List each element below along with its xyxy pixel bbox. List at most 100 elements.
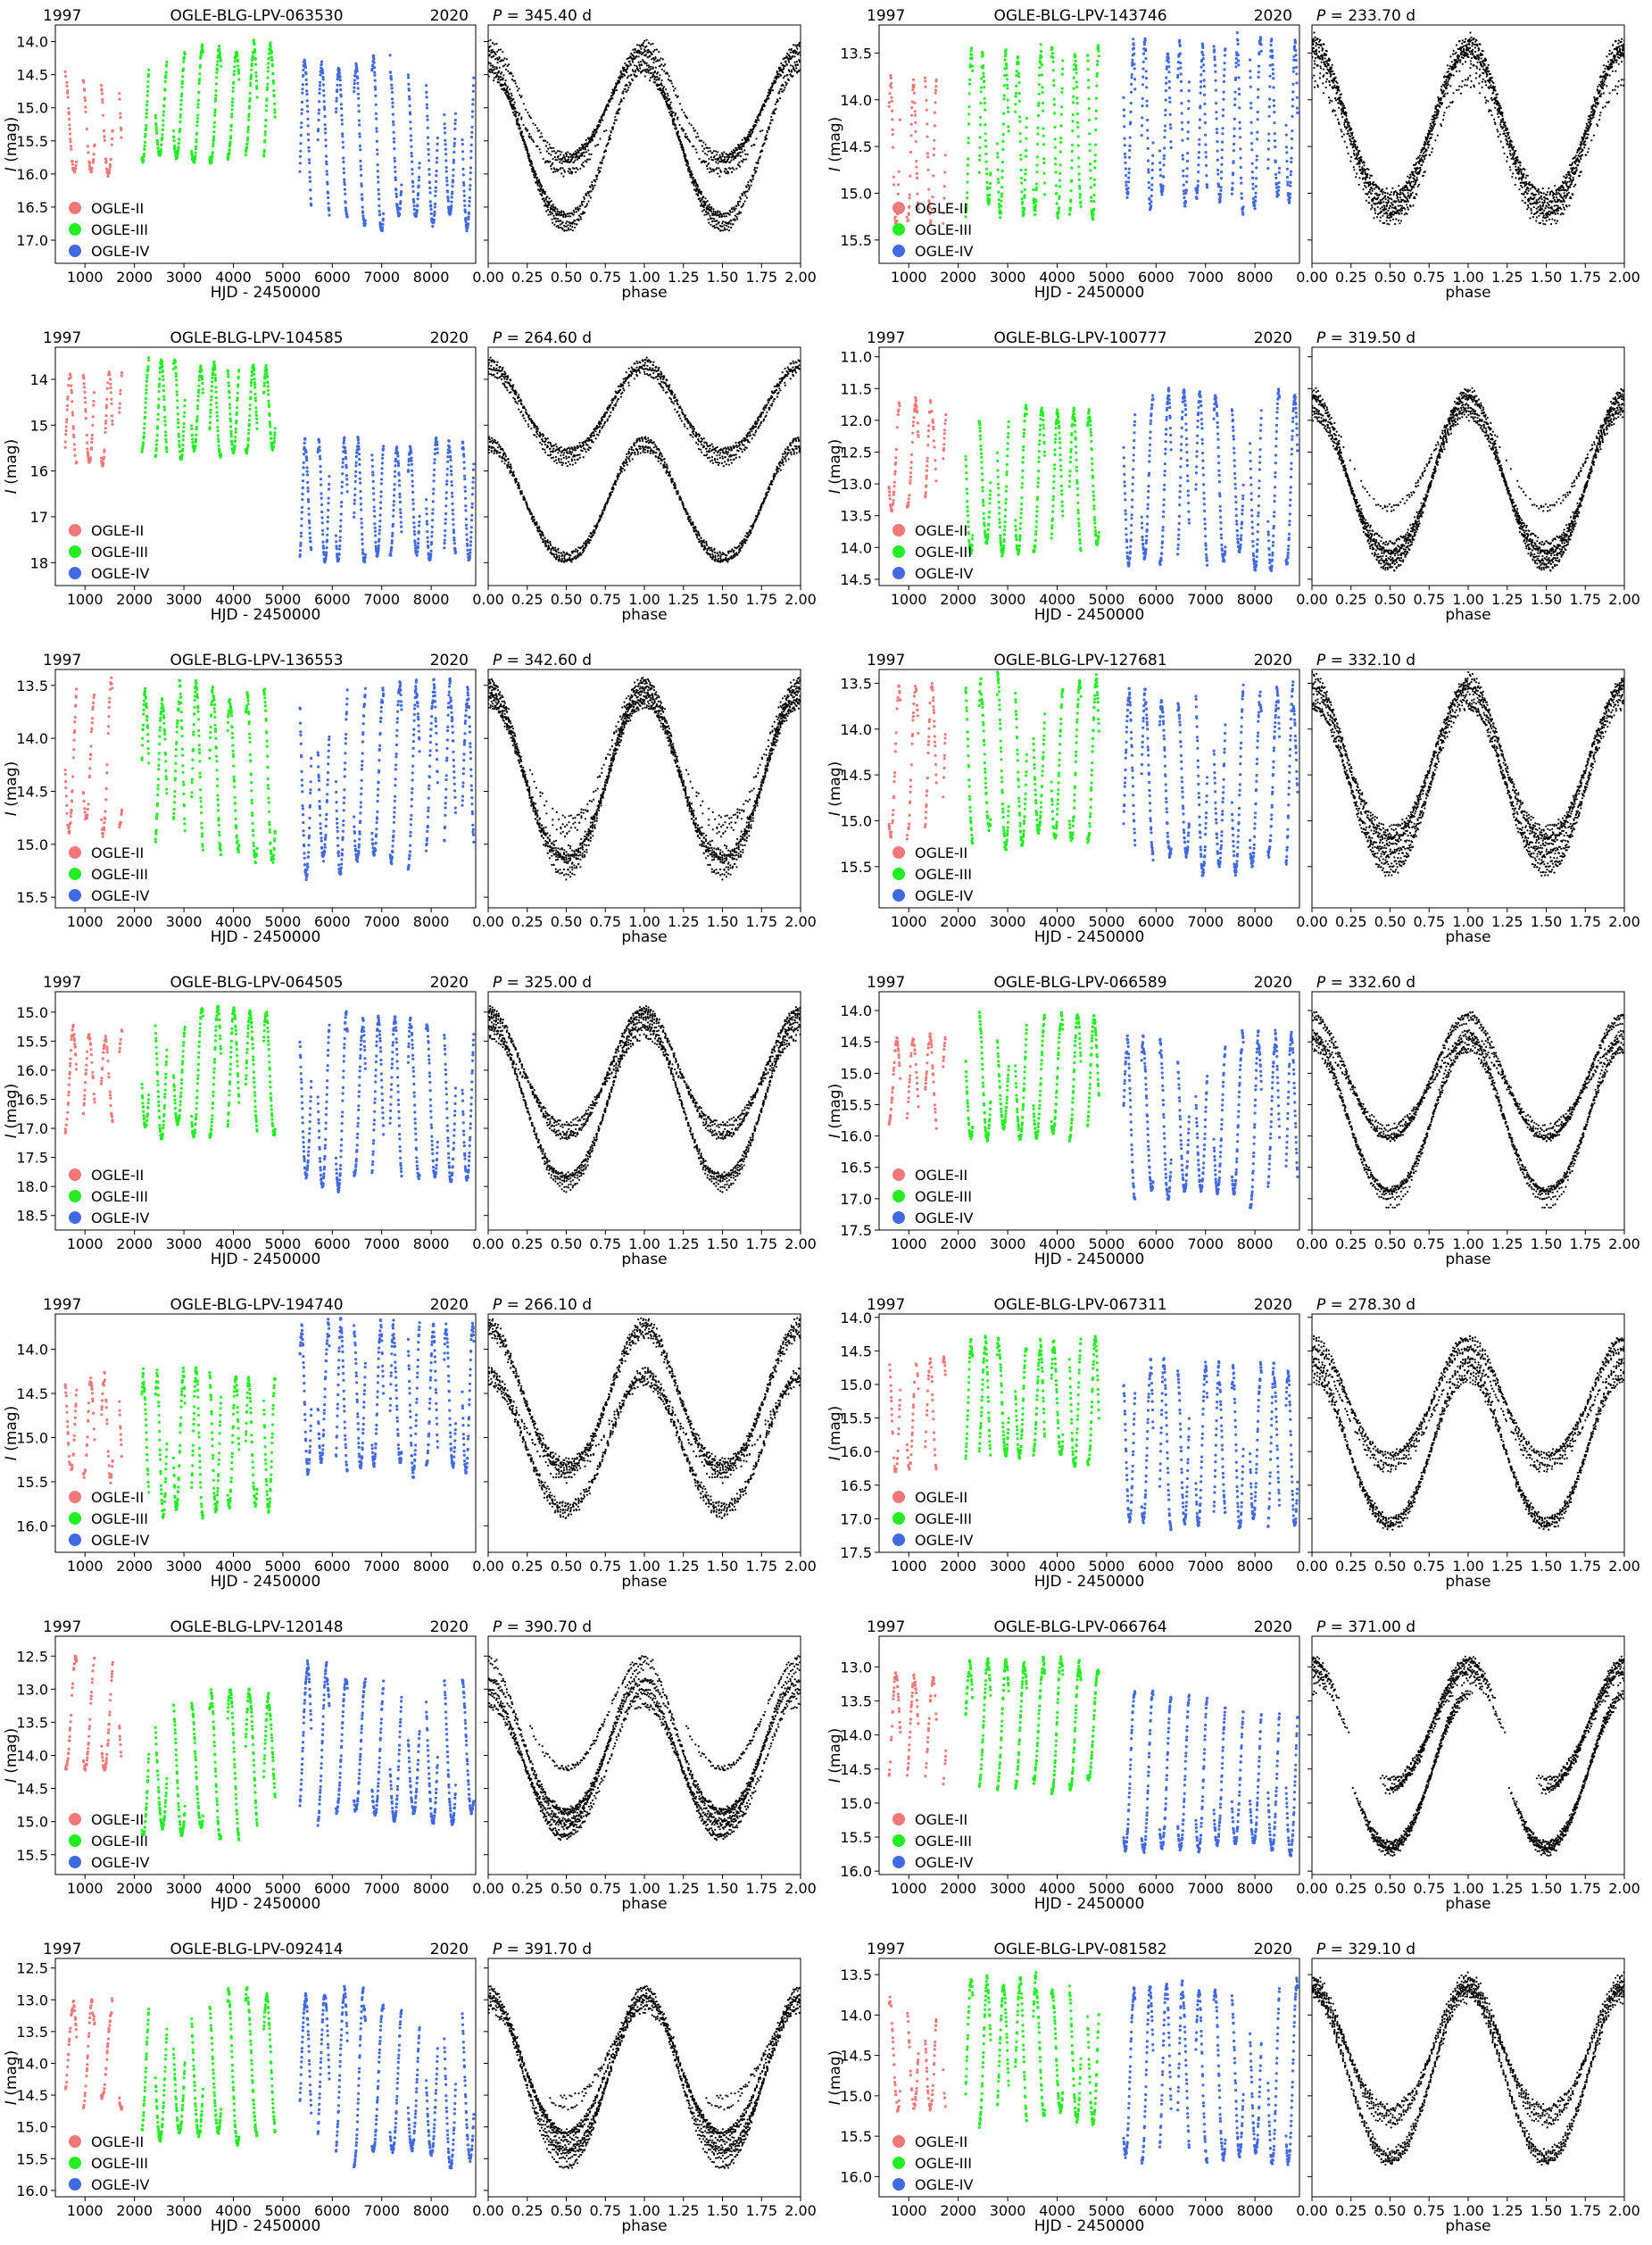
lightcurve-point — [1122, 114, 1126, 118]
lightcurve-point — [327, 202, 330, 205]
legend-label: OGLE-IV — [91, 243, 150, 260]
phase-point — [1505, 137, 1507, 140]
lightcurve-point — [1020, 181, 1024, 185]
phase-point — [1524, 202, 1527, 204]
lightcurve-point — [1288, 192, 1292, 195]
phase-point — [522, 123, 525, 127]
phase-point — [789, 57, 793, 61]
phase-point — [755, 119, 759, 121]
phase-point — [624, 84, 627, 87]
lightcurve-point — [195, 137, 198, 142]
lightcurve-point — [452, 174, 455, 178]
phase-point — [499, 60, 502, 62]
phase-point — [659, 59, 661, 62]
ph-x-tick-label: 0.25 — [511, 269, 544, 286]
lightcurve-point — [1129, 121, 1133, 124]
lightcurve-point — [373, 79, 377, 82]
phase-point — [1409, 205, 1412, 208]
phase-point — [519, 94, 521, 96]
lightcurve-point — [978, 146, 982, 149]
lightcurve-point — [340, 122, 344, 126]
phase-point — [674, 127, 677, 129]
lightcurve-point — [310, 204, 313, 207]
phase-point — [597, 171, 601, 174]
phase-point — [1393, 212, 1396, 215]
phase-point — [718, 154, 721, 156]
lightcurve-point — [1256, 130, 1259, 134]
lightcurve-point — [1090, 199, 1093, 203]
phase-point — [595, 176, 598, 179]
lightcurve-point — [305, 104, 310, 108]
lightcurve-point — [927, 199, 931, 203]
lightcurve-point — [154, 113, 157, 117]
lightcurve-point — [909, 113, 914, 117]
lightcurve-point — [1272, 104, 1276, 108]
lightcurve-point — [417, 184, 420, 187]
lc-x-tick-label: 2000 — [940, 269, 976, 286]
lightcurve-point — [983, 79, 986, 83]
phase-point — [726, 172, 729, 175]
phase-point — [778, 97, 782, 100]
phase-point — [1341, 115, 1344, 119]
phase-point — [569, 153, 572, 155]
ph-x-tick-label: 1.25 — [668, 269, 700, 286]
lightcurve-point — [300, 108, 303, 112]
lightcurve-point — [219, 52, 222, 56]
lightcurve-point — [1220, 156, 1224, 160]
lightcurve-point — [319, 73, 322, 77]
phase-point — [702, 200, 706, 203]
phase-point — [654, 56, 657, 59]
phase-point — [732, 158, 735, 161]
phase-point — [751, 145, 753, 147]
phase-point — [515, 122, 519, 125]
lightcurve-point — [1196, 179, 1200, 183]
phase-point — [1524, 190, 1527, 193]
phase-point — [748, 188, 751, 191]
lightcurve-point — [444, 153, 448, 156]
phase-point — [654, 76, 657, 79]
phase-point — [734, 209, 736, 212]
lightcurve-point — [929, 219, 933, 222]
lightcurve-point — [1239, 165, 1242, 170]
lightcurve-point — [215, 68, 219, 71]
lc-x-tick-label: 1000 — [67, 269, 104, 286]
phase-point — [639, 67, 642, 70]
lc-x-axis-label: HJD - 2450000 — [1034, 284, 1145, 302]
lightcurve-point — [1088, 118, 1092, 122]
lightcurve-point — [70, 147, 73, 151]
phase-point — [597, 169, 600, 171]
phase-point — [737, 204, 740, 206]
phase-point — [1487, 100, 1490, 103]
phase-point — [657, 71, 660, 74]
phase-point — [1506, 160, 1508, 162]
phase-point — [506, 96, 509, 98]
lightcurve-point — [1201, 46, 1205, 50]
phase-point — [528, 154, 531, 157]
phase-point — [512, 104, 515, 106]
lightcurve-point — [65, 80, 69, 84]
lightcurve-point — [1179, 79, 1183, 83]
lightcurve-point — [430, 217, 434, 220]
phase-point — [745, 141, 748, 144]
phase-point — [546, 160, 549, 162]
period-equals: = — [1325, 7, 1348, 25]
lightcurve-point — [162, 96, 166, 100]
phase-point — [795, 51, 798, 54]
lightcurve-point — [300, 112, 303, 115]
lightcurve-point — [361, 214, 365, 218]
lightcurve-point — [428, 187, 432, 190]
phase-point — [516, 121, 519, 123]
phase-point — [695, 187, 698, 189]
lightcurve-point — [1017, 75, 1021, 79]
lightcurve-point — [1042, 181, 1046, 185]
lightcurve-point — [1086, 68, 1090, 71]
phase-point — [726, 221, 728, 224]
lightcurve-point — [444, 166, 448, 170]
phase-point — [739, 200, 742, 203]
lightcurve-point — [194, 154, 197, 158]
lightcurve-point — [934, 91, 937, 95]
lightcurve-point — [1284, 133, 1288, 137]
lightcurve-point — [321, 83, 326, 87]
phase-point — [556, 150, 559, 153]
lightcurve-point — [1023, 206, 1026, 210]
